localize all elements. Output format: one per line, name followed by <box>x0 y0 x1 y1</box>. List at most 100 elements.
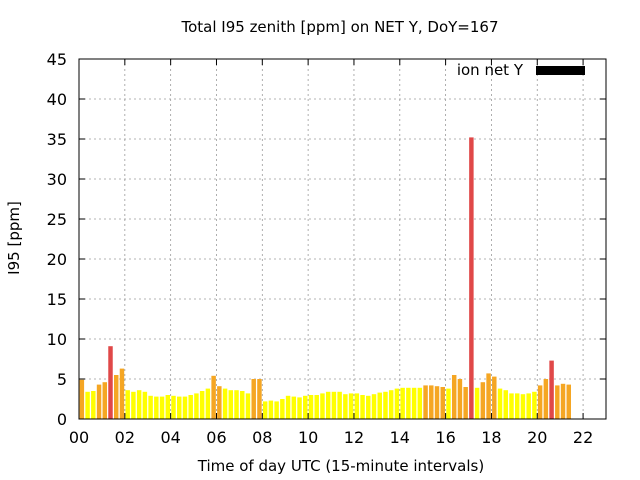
y-tick-label: 25 <box>47 210 67 229</box>
bar <box>423 385 428 419</box>
bar <box>555 385 560 419</box>
x-axis: 00 02 04 06 08 10 12 14 16 18 20 22 <box>69 59 593 447</box>
bar <box>308 395 314 419</box>
bar <box>251 379 256 419</box>
bar <box>549 360 554 419</box>
bar <box>520 394 526 419</box>
bar <box>429 385 434 419</box>
bar <box>280 399 285 419</box>
bar <box>194 393 199 419</box>
x-tick-label: 06 <box>206 428 226 447</box>
y-tick-label: 30 <box>47 170 67 189</box>
bar <box>371 394 377 419</box>
x-tick-label: 08 <box>252 428 272 447</box>
bar <box>440 387 445 419</box>
legend: ion net Y <box>457 61 585 79</box>
bar <box>222 388 228 419</box>
grid-lines <box>79 59 606 419</box>
bar <box>474 387 480 419</box>
x-tick-label: 14 <box>390 428 410 447</box>
bar <box>314 395 319 419</box>
bars <box>79 137 571 419</box>
bar <box>526 393 531 419</box>
bar <box>274 401 279 419</box>
bar <box>182 396 188 419</box>
bar <box>142 391 148 419</box>
bar <box>451 375 457 419</box>
bar <box>234 390 239 419</box>
bar <box>343 394 348 419</box>
bar <box>257 379 262 419</box>
legend-swatch <box>536 66 585 75</box>
x-tick-label: 16 <box>435 428 455 447</box>
bar <box>480 382 486 419</box>
bar <box>354 393 360 419</box>
bar <box>411 387 417 419</box>
bar <box>165 395 171 419</box>
bar <box>509 393 514 419</box>
bar <box>388 390 394 419</box>
bar <box>91 391 96 419</box>
x-axis-label: Time of day UTC (15-minute intervals) <box>197 457 484 475</box>
bar <box>331 391 337 419</box>
bar <box>400 387 405 419</box>
bar <box>566 384 571 419</box>
bar <box>383 391 388 419</box>
plot-frame <box>78 58 607 420</box>
bar <box>492 376 497 419</box>
y-axis: 0 5 10 15 20 25 30 35 40 45 <box>47 50 606 429</box>
bar <box>366 395 371 419</box>
x-tick-label: 18 <box>481 428 501 447</box>
bar <box>457 379 463 419</box>
bar <box>291 396 297 419</box>
bar <box>114 375 119 419</box>
bar <box>102 382 108 419</box>
bar <box>406 387 411 419</box>
bar <box>96 384 102 419</box>
bar <box>497 388 503 419</box>
x-tick-label: 10 <box>298 428 318 447</box>
x-tick-label: 20 <box>527 428 547 447</box>
bar <box>188 395 193 419</box>
bar <box>532 391 537 419</box>
y-tick-label: 5 <box>57 370 67 389</box>
bar <box>171 395 176 419</box>
y-tick-label: 40 <box>47 90 67 109</box>
chart-title: Total I95 zenith [ppm] on NET Y, DoY=167 <box>180 18 498 36</box>
bar <box>245 393 251 419</box>
legend-label: ion net Y <box>457 61 524 79</box>
bar <box>211 375 216 419</box>
bar <box>228 390 234 419</box>
bar <box>446 388 451 419</box>
bar <box>177 396 182 419</box>
y-tick-label: 0 <box>57 410 67 429</box>
bar <box>320 393 325 419</box>
bar <box>377 392 382 419</box>
bar <box>119 368 125 419</box>
bar <box>560 383 566 419</box>
bar <box>205 388 211 419</box>
x-tick-label: 22 <box>573 428 593 447</box>
bar <box>297 397 302 419</box>
bar <box>543 379 549 419</box>
bar <box>514 393 520 419</box>
y-axis-label: I95 [ppm] <box>5 201 23 275</box>
bar <box>303 395 308 419</box>
bar <box>325 391 331 419</box>
bar <box>268 400 274 419</box>
bar <box>486 373 491 419</box>
bar <box>360 395 365 419</box>
bar <box>348 393 354 419</box>
y-tick-label: 45 <box>47 50 67 69</box>
y-tick-label: 35 <box>47 130 67 149</box>
bar <box>217 386 222 419</box>
x-tick-label: 12 <box>344 428 364 447</box>
bar <box>131 391 136 419</box>
bar <box>434 386 440 419</box>
bar <box>337 391 342 419</box>
bar <box>285 395 291 419</box>
bar <box>537 385 543 419</box>
bar <box>469 137 474 419</box>
y-tick-label: 10 <box>47 330 67 349</box>
